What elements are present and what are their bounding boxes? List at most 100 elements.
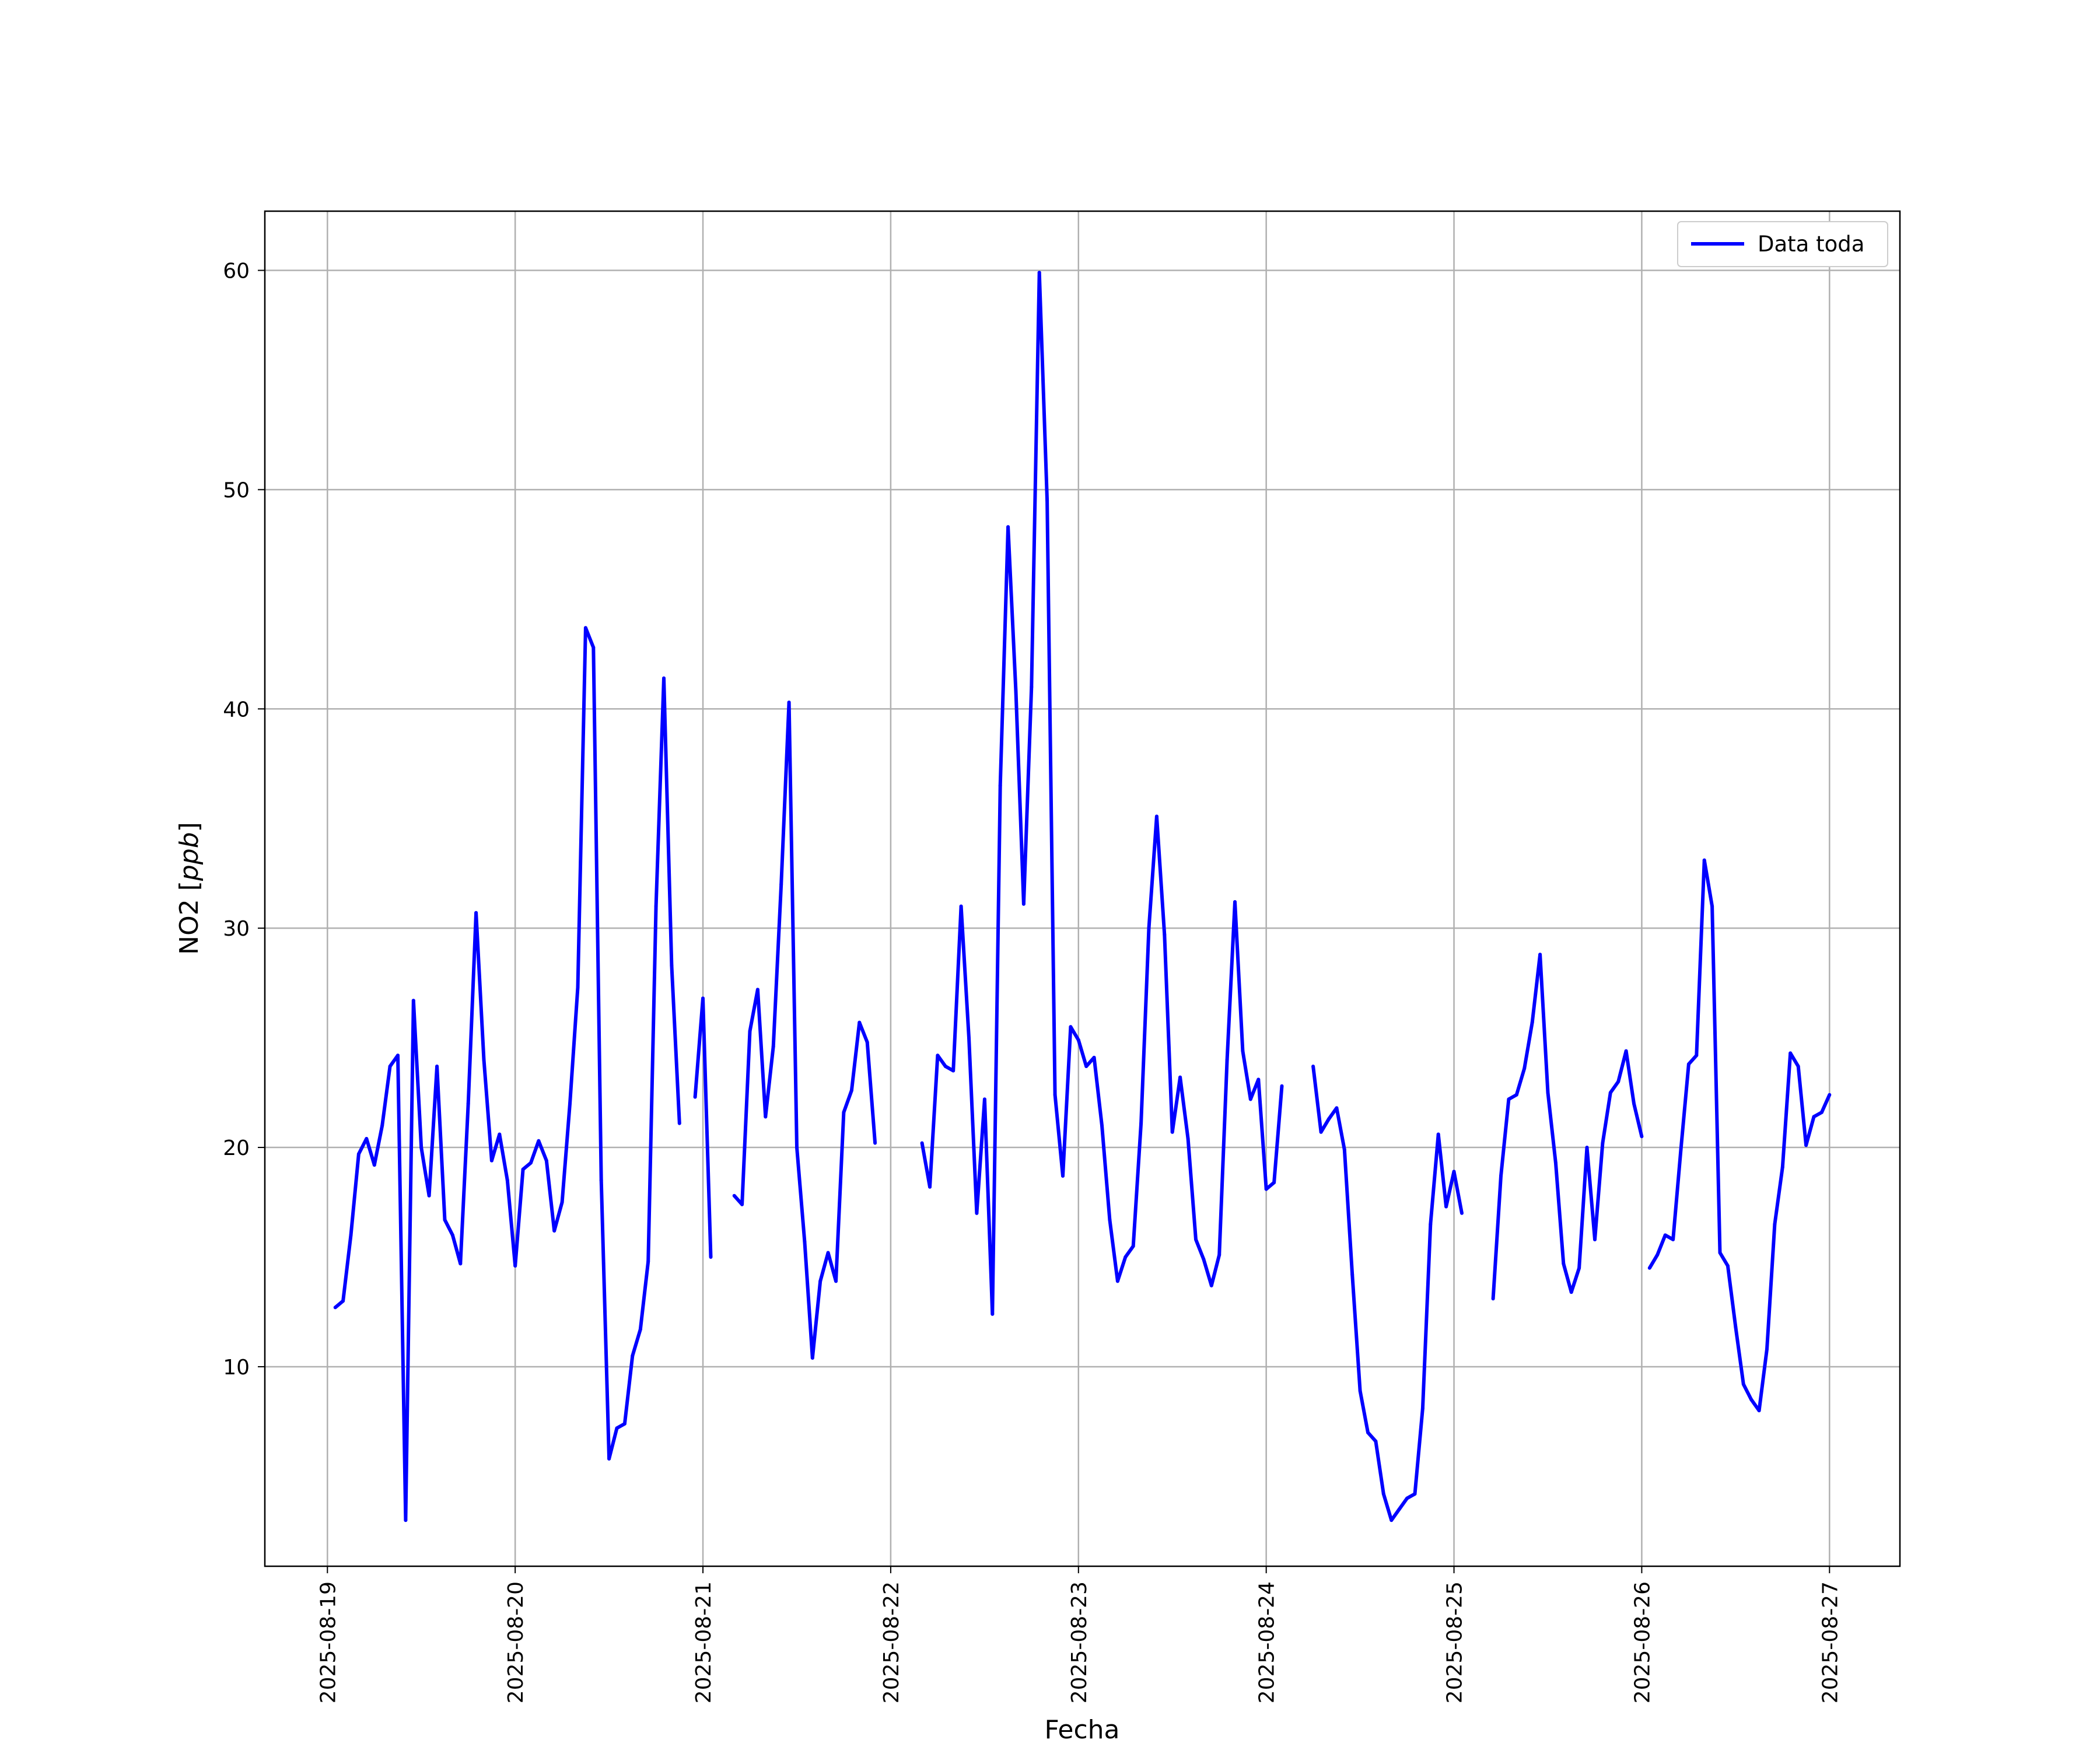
data-point bbox=[380, 1124, 384, 1128]
data-point bbox=[865, 1040, 869, 1044]
data-point bbox=[404, 1518, 408, 1522]
data-point bbox=[677, 1121, 681, 1125]
data-point bbox=[1256, 1077, 1261, 1082]
data-point bbox=[560, 1200, 564, 1204]
x-tick-label: 2025-08-23 bbox=[1068, 1581, 1091, 1703]
data-point bbox=[1780, 1165, 1784, 1169]
y-tick-label: 30 bbox=[223, 917, 250, 941]
data-point bbox=[1241, 1049, 1245, 1053]
data-point bbox=[443, 1218, 447, 1222]
data-point bbox=[622, 1422, 626, 1426]
data-point bbox=[435, 1065, 439, 1068]
data-point bbox=[1749, 1398, 1754, 1402]
y-axis: 10 20 30 40 50 60 bbox=[223, 259, 265, 1380]
data-point bbox=[1131, 1244, 1135, 1248]
data-point bbox=[1593, 1237, 1597, 1241]
data-point bbox=[1679, 1147, 1683, 1152]
data-point bbox=[1030, 685, 1034, 689]
data-point bbox=[858, 1020, 862, 1024]
data-point bbox=[427, 1194, 431, 1198]
data-point bbox=[1710, 904, 1714, 908]
data-point bbox=[1390, 1518, 1394, 1522]
data-point bbox=[920, 1141, 924, 1145]
data-point bbox=[1037, 271, 1041, 275]
data-point bbox=[419, 1146, 424, 1150]
data-point bbox=[544, 1158, 548, 1163]
data-point bbox=[1741, 1382, 1745, 1386]
data-point bbox=[670, 964, 674, 968]
data-point bbox=[411, 999, 415, 1003]
data-point bbox=[764, 1115, 768, 1119]
data-point bbox=[1436, 1132, 1440, 1136]
data-point bbox=[1562, 1262, 1566, 1266]
data-point bbox=[1812, 1115, 1816, 1119]
data-point bbox=[1491, 1297, 1495, 1301]
data-point bbox=[1092, 1055, 1096, 1059]
data-point bbox=[1530, 1020, 1534, 1024]
data-point bbox=[771, 1045, 775, 1049]
data-point bbox=[1100, 1124, 1104, 1128]
data-point bbox=[583, 626, 587, 630]
data-point bbox=[1381, 1492, 1385, 1496]
series-data-toda bbox=[333, 271, 1832, 1522]
x-tick-label: 2025-08-24 bbox=[1255, 1581, 1279, 1703]
data-point bbox=[1553, 1161, 1558, 1165]
data-point bbox=[787, 701, 791, 704]
series-line-segment bbox=[1311, 1066, 1464, 1522]
data-point bbox=[740, 1202, 744, 1206]
data-point bbox=[1444, 1205, 1448, 1209]
data-point bbox=[1217, 1253, 1222, 1257]
data-point bbox=[1429, 1222, 1433, 1226]
series-line-segment bbox=[1648, 858, 1832, 1413]
data-point bbox=[1374, 1439, 1378, 1443]
data-point bbox=[1069, 1025, 1073, 1029]
data-point bbox=[803, 1240, 807, 1244]
data-point bbox=[1624, 1049, 1628, 1053]
data-point bbox=[748, 1029, 752, 1033]
data-point bbox=[388, 1065, 392, 1068]
data-point bbox=[1804, 1143, 1808, 1147]
data-point bbox=[842, 1110, 846, 1114]
data-point bbox=[333, 1306, 337, 1310]
data-point bbox=[599, 1178, 603, 1182]
data-point bbox=[967, 1036, 971, 1040]
y-axis-label-close: ] bbox=[174, 822, 204, 832]
data-point bbox=[1061, 1174, 1065, 1178]
series-layer bbox=[333, 271, 1832, 1522]
data-point bbox=[1202, 1257, 1206, 1261]
data-point bbox=[1656, 1253, 1660, 1257]
data-point bbox=[1616, 1080, 1620, 1084]
data-point bbox=[1460, 1211, 1464, 1215]
data-point bbox=[1248, 1097, 1252, 1101]
data-point bbox=[513, 1264, 517, 1268]
data-point bbox=[568, 1101, 572, 1105]
y-tick-label: 10 bbox=[223, 1356, 250, 1380]
data-point bbox=[849, 1088, 853, 1093]
data-point bbox=[1311, 1065, 1315, 1068]
data-point bbox=[795, 1146, 799, 1150]
data-point bbox=[505, 1178, 509, 1182]
data-point bbox=[1796, 1065, 1800, 1068]
data-point bbox=[592, 646, 596, 649]
data-point bbox=[1773, 1222, 1777, 1226]
data-point bbox=[1272, 1181, 1276, 1185]
data-point bbox=[991, 1312, 995, 1316]
data-point bbox=[1335, 1106, 1339, 1110]
data-point bbox=[521, 1167, 525, 1171]
legend-label-data-toda: Data toda bbox=[1758, 232, 1864, 257]
data-point bbox=[1154, 814, 1158, 818]
data-point bbox=[537, 1139, 541, 1143]
data-point bbox=[552, 1228, 556, 1233]
data-point bbox=[459, 1262, 463, 1266]
data-point bbox=[1601, 1141, 1605, 1145]
data-point bbox=[1632, 1101, 1636, 1105]
y-tick-label: 20 bbox=[223, 1136, 250, 1160]
x-tick-label: 2025-08-26 bbox=[1630, 1581, 1654, 1703]
data-point bbox=[1507, 1097, 1511, 1101]
data-point bbox=[1514, 1093, 1518, 1097]
data-point bbox=[1671, 1237, 1675, 1241]
data-point bbox=[365, 1137, 369, 1140]
data-point bbox=[1045, 499, 1049, 503]
data-point bbox=[482, 1058, 486, 1062]
data-point bbox=[1225, 1058, 1229, 1062]
